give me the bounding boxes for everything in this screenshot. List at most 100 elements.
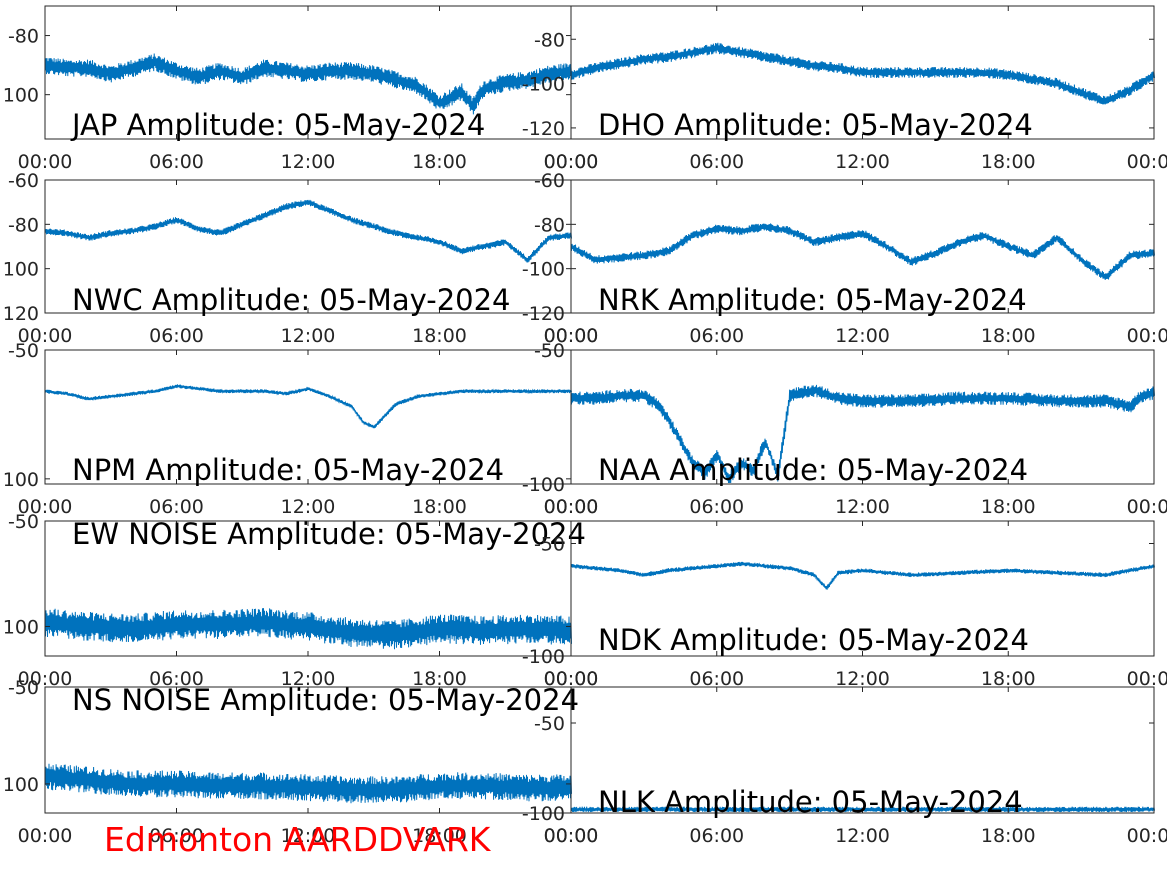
y-tick-label: -100 xyxy=(522,74,565,96)
x-tick-label: 00:00 xyxy=(1127,668,1167,690)
y-tick-label: 100 xyxy=(3,85,39,107)
x-tick-label: 00:00 xyxy=(544,668,599,690)
x-tick-label: 12:00 xyxy=(281,668,336,690)
x-tick-label: 00:00 xyxy=(544,825,599,847)
x-tick-label: 18:00 xyxy=(412,151,467,173)
x-tick-label: 06:00 xyxy=(689,825,744,847)
panel-title: DHO Amplitude: 05-May-2024 xyxy=(598,108,1033,142)
x-tick-label: 12:00 xyxy=(835,668,890,690)
y-tick-label: 120 xyxy=(3,303,39,325)
x-tick-label: 06:00 xyxy=(149,325,204,347)
x-tick-label: 12:00 xyxy=(835,325,890,347)
x-tick-label: 18:00 xyxy=(412,325,467,347)
x-tick-label: 00:00 xyxy=(18,325,73,347)
y-tick-label: -50 xyxy=(8,340,39,362)
y-tick-label: -80 xyxy=(8,26,39,48)
y-tick-label: -50 xyxy=(8,511,39,533)
series-line xyxy=(570,42,1155,105)
y-tick-label: -120 xyxy=(522,118,565,140)
panel-1: 00:00 06:00 12:00 18:00 00:00 -80 100 JAP Ampli… xyxy=(3,5,599,173)
series-line xyxy=(44,608,572,650)
y-tick-label: -50 xyxy=(534,534,565,556)
panel-title: EW NOISE Amplitude: 05-May-2024 xyxy=(72,517,586,551)
panel-4: 00:00 06:00 12:00 18:00 00:00 -60 -80 -100 -120 N… xyxy=(522,170,1167,347)
series-line xyxy=(570,223,1155,280)
panel-2: 00:00 06:00 12:00 18:00 00:00 -80 -100 -120 DHO … xyxy=(522,5,1167,173)
panel-title: JAP Amplitude: 05-May-2024 xyxy=(70,108,485,142)
panel-title: NAA Amplitude: 05-May-2024 xyxy=(598,453,1028,487)
y-tick-label: -60 xyxy=(534,170,565,192)
x-tick-label: 12:00 xyxy=(281,151,336,173)
x-tick-label: 00:00 xyxy=(18,151,73,173)
x-tick-label: 06:00 xyxy=(149,668,204,690)
y-tick-label: 100 xyxy=(3,259,39,281)
panel-title: NWC Amplitude: 05-May-2024 xyxy=(72,283,511,317)
x-tick-label: 18:00 xyxy=(412,825,467,847)
y-tick-label: -50 xyxy=(534,340,565,362)
x-tick-label: 00:00 xyxy=(544,151,599,173)
x-tick-label: 18:00 xyxy=(981,151,1036,173)
panel-3: 00:00 06:00 12:00 18:00 00:00 -60 -80 100 120 NWC… xyxy=(3,170,599,347)
x-tick-label: 18:00 xyxy=(981,825,1036,847)
y-tick-label: -80 xyxy=(534,29,565,51)
series-line xyxy=(44,53,572,115)
x-tick-label: 06:00 xyxy=(689,325,744,347)
x-tick-label: 00:00 xyxy=(544,496,599,518)
x-tick-label: 00:00 xyxy=(544,151,599,173)
station-label: Edmonton AARDDVARK xyxy=(104,820,491,859)
x-tick-label: 00:00 xyxy=(18,668,73,690)
x-tick-label: 12:00 xyxy=(281,496,336,518)
y-tick-label: -50 xyxy=(534,713,565,735)
panel-title: NS NOISE Amplitude: 05-May-2024 xyxy=(72,683,579,717)
y-tick-label: -80 xyxy=(534,214,565,236)
y-tick-label: 100 xyxy=(3,469,39,491)
y-tick-label: 100 xyxy=(3,774,39,796)
panel-title: NLK Amplitude: 05-May-2024 xyxy=(598,785,1023,819)
x-tick-label: 06:00 xyxy=(149,496,204,518)
x-tick-label: 00:00 xyxy=(1127,151,1167,173)
x-tick-label: 06:00 xyxy=(149,825,204,847)
y-tick-label: -100 xyxy=(522,646,565,668)
y-tick-label: -80 xyxy=(8,214,39,236)
x-tick-label: 06:00 xyxy=(149,151,204,173)
x-tick-label: 00:00 xyxy=(544,825,599,847)
x-tick-label: 00:00 xyxy=(1127,496,1167,518)
y-tick-label: 100 xyxy=(3,616,39,638)
panel-9: 00:00 06:00 12:00 18:00 00:00 -50 100 NS NOISE … xyxy=(3,677,599,847)
x-tick-label: 00:00 xyxy=(544,496,599,518)
x-tick-label: 18:00 xyxy=(981,325,1036,347)
panel-5: 00:00 06:00 12:00 18:00 00:00 -50 100 NPM Ampli… xyxy=(3,340,599,518)
y-tick-label: -120 xyxy=(522,303,565,325)
y-tick-label: -100 xyxy=(522,259,565,281)
x-tick-label: 06:00 xyxy=(689,151,744,173)
panel-6: 00:00 06:00 12:00 18:00 00:00 -50 -100 NAA Ampl… xyxy=(522,340,1167,518)
panel-title: NPM Amplitude: 05-May-2024 xyxy=(72,453,504,487)
panel-title: NRK Amplitude: 05-May-2024 xyxy=(598,283,1027,317)
series-line xyxy=(570,561,1155,590)
x-tick-label: 12:00 xyxy=(835,825,890,847)
x-tick-label: 00:00 xyxy=(1127,325,1167,347)
x-tick-label: 18:00 xyxy=(412,668,467,690)
x-tick-label: 06:00 xyxy=(689,668,744,690)
x-tick-label: 00:00 xyxy=(18,496,73,518)
x-tick-label: 00:00 xyxy=(1127,825,1167,847)
x-tick-label: 00:00 xyxy=(544,668,599,690)
panel-title: NDK Amplitude: 05-May-2024 xyxy=(598,623,1029,657)
series-line xyxy=(44,199,572,263)
series-line xyxy=(44,763,572,804)
series-line xyxy=(570,384,1155,484)
x-tick-label: 00:00 xyxy=(544,325,599,347)
x-tick-label: 18:00 xyxy=(981,496,1036,518)
panel-8: 00:00 06:00 12:00 18:00 00:00 -50 -100 NDK Ampl… xyxy=(522,520,1167,690)
x-tick-label: 12:00 xyxy=(835,496,890,518)
y-tick-label: -100 xyxy=(522,474,565,496)
x-tick-label: 18:00 xyxy=(412,496,467,518)
x-tick-label: 00:00 xyxy=(18,825,73,847)
panel-10: 00:00 06:00 12:00 18:00 00:00 -50 -100 NLK Ampl… xyxy=(522,686,1167,847)
y-tick-label: -50 xyxy=(8,677,39,699)
x-tick-label: 00:00 xyxy=(544,325,599,347)
panel-7: 00:00 06:00 12:00 18:00 00:00 -50 100 EW NOISE … xyxy=(3,511,599,690)
x-tick-label: 12:00 xyxy=(835,151,890,173)
series-line xyxy=(44,384,572,429)
